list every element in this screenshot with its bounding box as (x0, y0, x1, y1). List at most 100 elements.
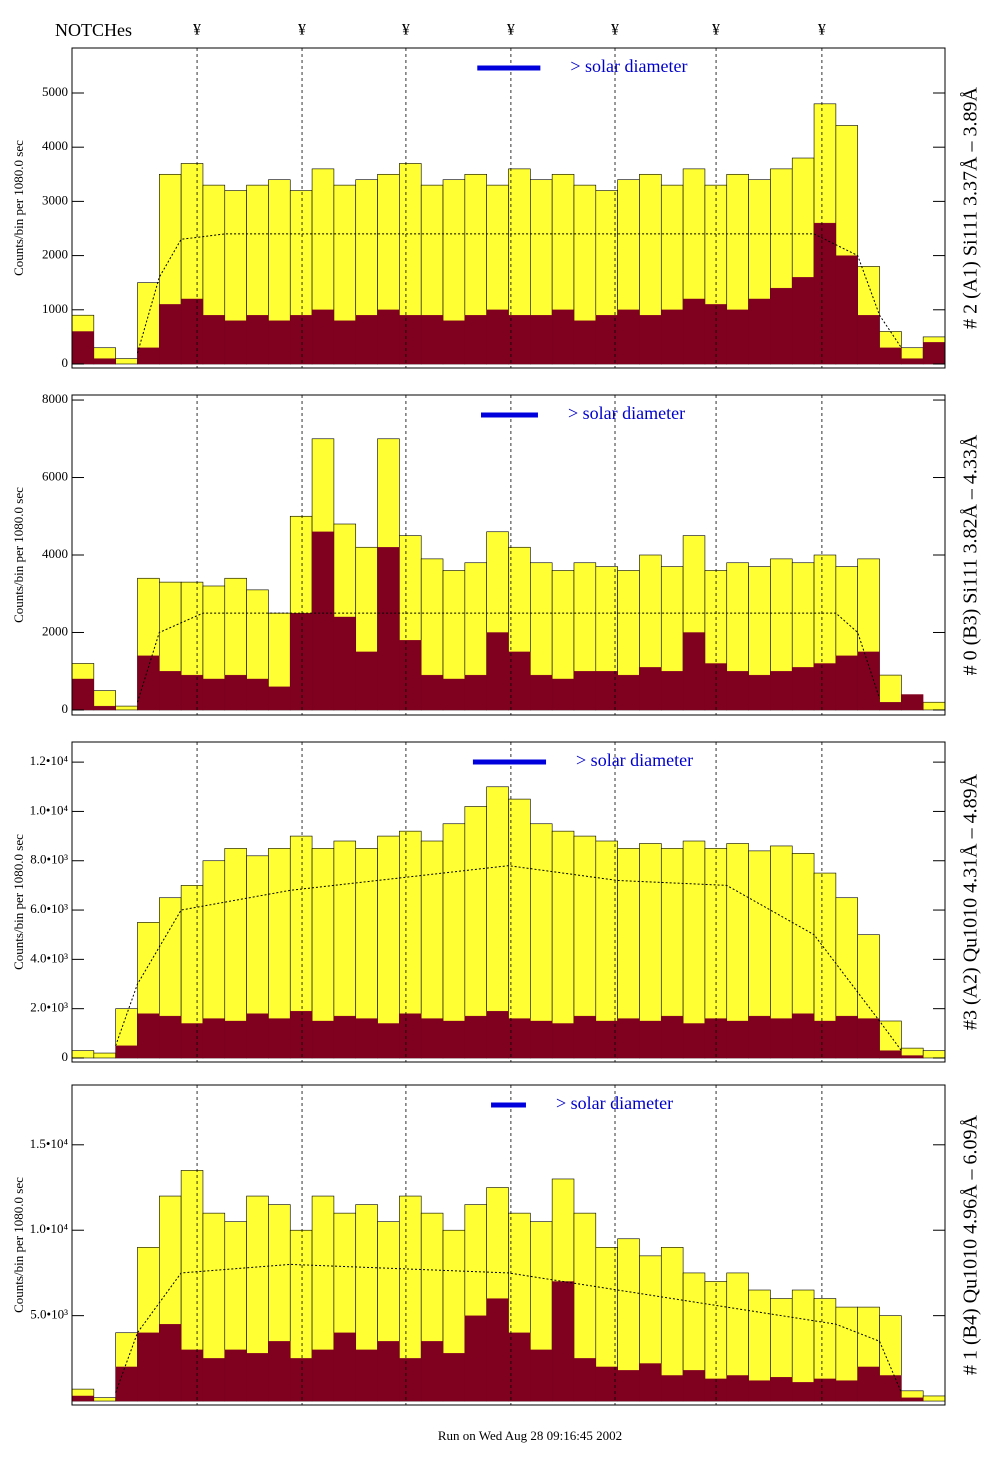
histogram-bar (595, 315, 618, 365)
histogram-bar (355, 315, 378, 365)
histogram-bar (246, 315, 269, 365)
histogram-bar (748, 674, 771, 711)
side-label: #3 (A2) Qu1010 4.31Å – 4.89Å (960, 773, 982, 1030)
histogram-bar (792, 1013, 815, 1059)
histogram-bar (617, 674, 640, 711)
histogram-bar (661, 1375, 684, 1402)
histogram-bar (682, 1023, 706, 1059)
histogram-bar (224, 320, 247, 365)
histogram-bar (508, 315, 531, 365)
side-label: # 2 (A1) Si111 3.37Å – 3.89Å (960, 87, 982, 329)
histogram-bar (770, 287, 793, 365)
histogram-bar (115, 358, 138, 365)
histogram-bar (486, 1298, 509, 1402)
y-axis-label: Counts/bin per 1080.0 sec (11, 1177, 26, 1313)
histogram-bar (770, 1377, 793, 1402)
profile-line (115, 865, 902, 1051)
histogram-bar (792, 667, 815, 711)
y-tick-label: 4000 (42, 546, 68, 561)
notch-marker: ¥ (402, 22, 410, 39)
histogram-bar (508, 651, 531, 711)
footer: Run on Wed Aug 28 09:16:45 2002 (438, 1428, 622, 1443)
histogram-bar (311, 1020, 335, 1059)
y-tick-label: 2000 (42, 623, 68, 638)
y-tick-label: 2.0•10³ (30, 1000, 68, 1015)
histogram-bar (464, 674, 487, 711)
notch-marker: ¥ (712, 22, 720, 39)
histogram-bar (901, 358, 924, 365)
histogram-bar (202, 315, 225, 365)
histogram-bar (311, 309, 335, 365)
histogram-bar (333, 1332, 356, 1402)
histogram-bar (617, 1370, 640, 1402)
histogram-bar (792, 1382, 815, 1402)
histogram-bar (748, 1380, 771, 1402)
histogram-bar (464, 315, 487, 365)
side-label: # 1 (B4) Qu1010 4.96Å – 6.09Å (960, 1114, 982, 1375)
histogram-bar (93, 358, 116, 365)
plot-frame (71, 1084, 946, 1406)
legend-text: > solar diameter (568, 403, 685, 423)
histogram-bar (879, 347, 902, 365)
histogram-bar (268, 1018, 291, 1059)
histogram-bar (879, 702, 902, 711)
plot-frame (71, 741, 946, 1063)
histogram-bar (137, 347, 160, 365)
y-axis-label: Counts/bin per 1080.0 sec (11, 487, 26, 623)
y-tick-label: 6000 (42, 469, 68, 484)
histogram-bar (923, 342, 946, 365)
histogram-bar (115, 1045, 138, 1059)
histogram-bar (835, 255, 858, 365)
histogram-bar (137, 655, 160, 711)
histogram-bar (770, 671, 793, 711)
histogram-bar (508, 1018, 531, 1059)
histogram-bar (71, 1395, 94, 1402)
histogram-bar (748, 298, 771, 365)
histogram-bar (573, 1015, 596, 1059)
histogram-bar (857, 315, 880, 365)
histogram-bar (159, 1324, 182, 1402)
notch-marker: ¥ (193, 22, 201, 39)
y-tick-label: 1.2•10⁴ (30, 753, 69, 768)
histogram-bar (268, 320, 291, 365)
plot-frame (71, 47, 946, 369)
histogram-bar (792, 277, 815, 365)
histogram-bar (202, 1018, 225, 1059)
histogram-bar (268, 686, 291, 711)
y-tick-label: 0 (62, 1049, 69, 1064)
notches-label: NOTCHes (55, 20, 132, 40)
histogram-bar (617, 1018, 640, 1059)
histogram-bar (290, 1010, 313, 1059)
histogram-bar (857, 1366, 880, 1402)
histogram-bar (726, 309, 749, 365)
histogram-bar (770, 1018, 793, 1059)
y-axis-label: Counts/bin per 1080.0 sec (11, 140, 26, 276)
histogram-bar (464, 1315, 487, 1402)
histogram-bar (486, 309, 509, 365)
histogram-bar (180, 298, 204, 365)
histogram-bar (377, 547, 400, 711)
y-tick-label: 0 (62, 701, 69, 716)
y-tick-label: 5.0•10³ (30, 1307, 68, 1322)
histogram-bar (71, 1050, 95, 1059)
histogram-bar (726, 1375, 749, 1402)
histogram-bar (813, 663, 837, 711)
histogram-bar (835, 1015, 858, 1059)
histogram-bar (355, 1018, 378, 1059)
histogram-bar (661, 671, 684, 711)
histogram-bar (442, 1020, 465, 1059)
y-tick-label: 8000 (42, 391, 68, 406)
histogram-bar (421, 315, 444, 365)
histogram-bar (290, 1358, 313, 1402)
histogram-bar (421, 1018, 444, 1059)
histogram-bar (639, 315, 662, 365)
histogram-bar (530, 674, 553, 711)
histogram-bar (442, 1353, 465, 1402)
histogram-bar (159, 304, 182, 365)
histogram-bar (246, 1013, 269, 1059)
histogram-bar (922, 701, 946, 711)
histogram-bar (224, 1020, 247, 1059)
y-tick-label: 4.0•10³ (30, 950, 68, 965)
histogram-bar (224, 1349, 247, 1402)
